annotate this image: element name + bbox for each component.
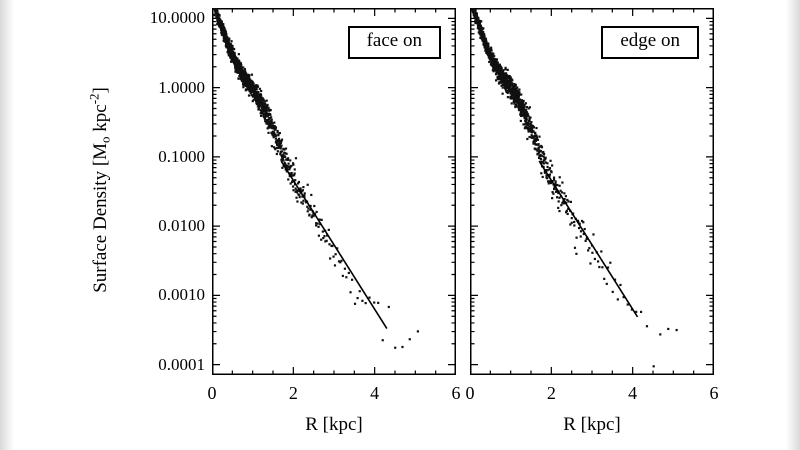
- y-axis-title-text: Surface Density [M: [90, 142, 112, 293]
- panel-label-box: edge on: [601, 26, 699, 59]
- x-tick-label: 4: [628, 383, 638, 403]
- y-axis-title-subscript: o: [97, 136, 113, 143]
- panel-label-box: face on: [347, 26, 441, 59]
- y-tick-label: 0.0100: [158, 216, 205, 236]
- y-axis-title: Surface Density [Mo kpc-2]: [86, 87, 113, 293]
- x-axis-title-right: R [kpc]: [563, 414, 621, 435]
- scatter-canvas-face-on: [212, 8, 456, 375]
- panel-label: face on: [366, 30, 422, 51]
- y-tick-label: 0.1000: [158, 146, 205, 166]
- y-axis-title-superscript: -2: [86, 93, 102, 105]
- y-tick-label: 0.0010: [158, 285, 205, 305]
- x-tick-label: 2: [288, 383, 298, 403]
- y-axis-title-unit: kpc: [90, 104, 112, 137]
- y-tick-label: 1.0000: [158, 77, 205, 97]
- letterbox-right: [786, 0, 800, 450]
- x-tick-label: 6: [451, 383, 461, 403]
- panel-edge-on: edge on: [470, 8, 714, 375]
- panel-label: edge on: [620, 30, 680, 51]
- x-axis-title-left: R [kpc]: [305, 414, 363, 435]
- y-tick-label: 0.0001: [158, 354, 205, 374]
- x-tick-label: 4: [370, 383, 380, 403]
- x-tick-label: 0: [465, 383, 475, 403]
- letterbox-left: [0, 0, 14, 450]
- y-tick-label: 10.0000: [149, 8, 205, 28]
- x-tick-label: 6: [709, 383, 719, 403]
- panel-face-on: face on: [212, 8, 456, 375]
- y-axis-title-close: ]: [90, 87, 112, 94]
- x-tick-label: 0: [207, 383, 217, 403]
- scatter-canvas-edge-on: [470, 8, 714, 375]
- x-tick-label: 2: [546, 383, 556, 403]
